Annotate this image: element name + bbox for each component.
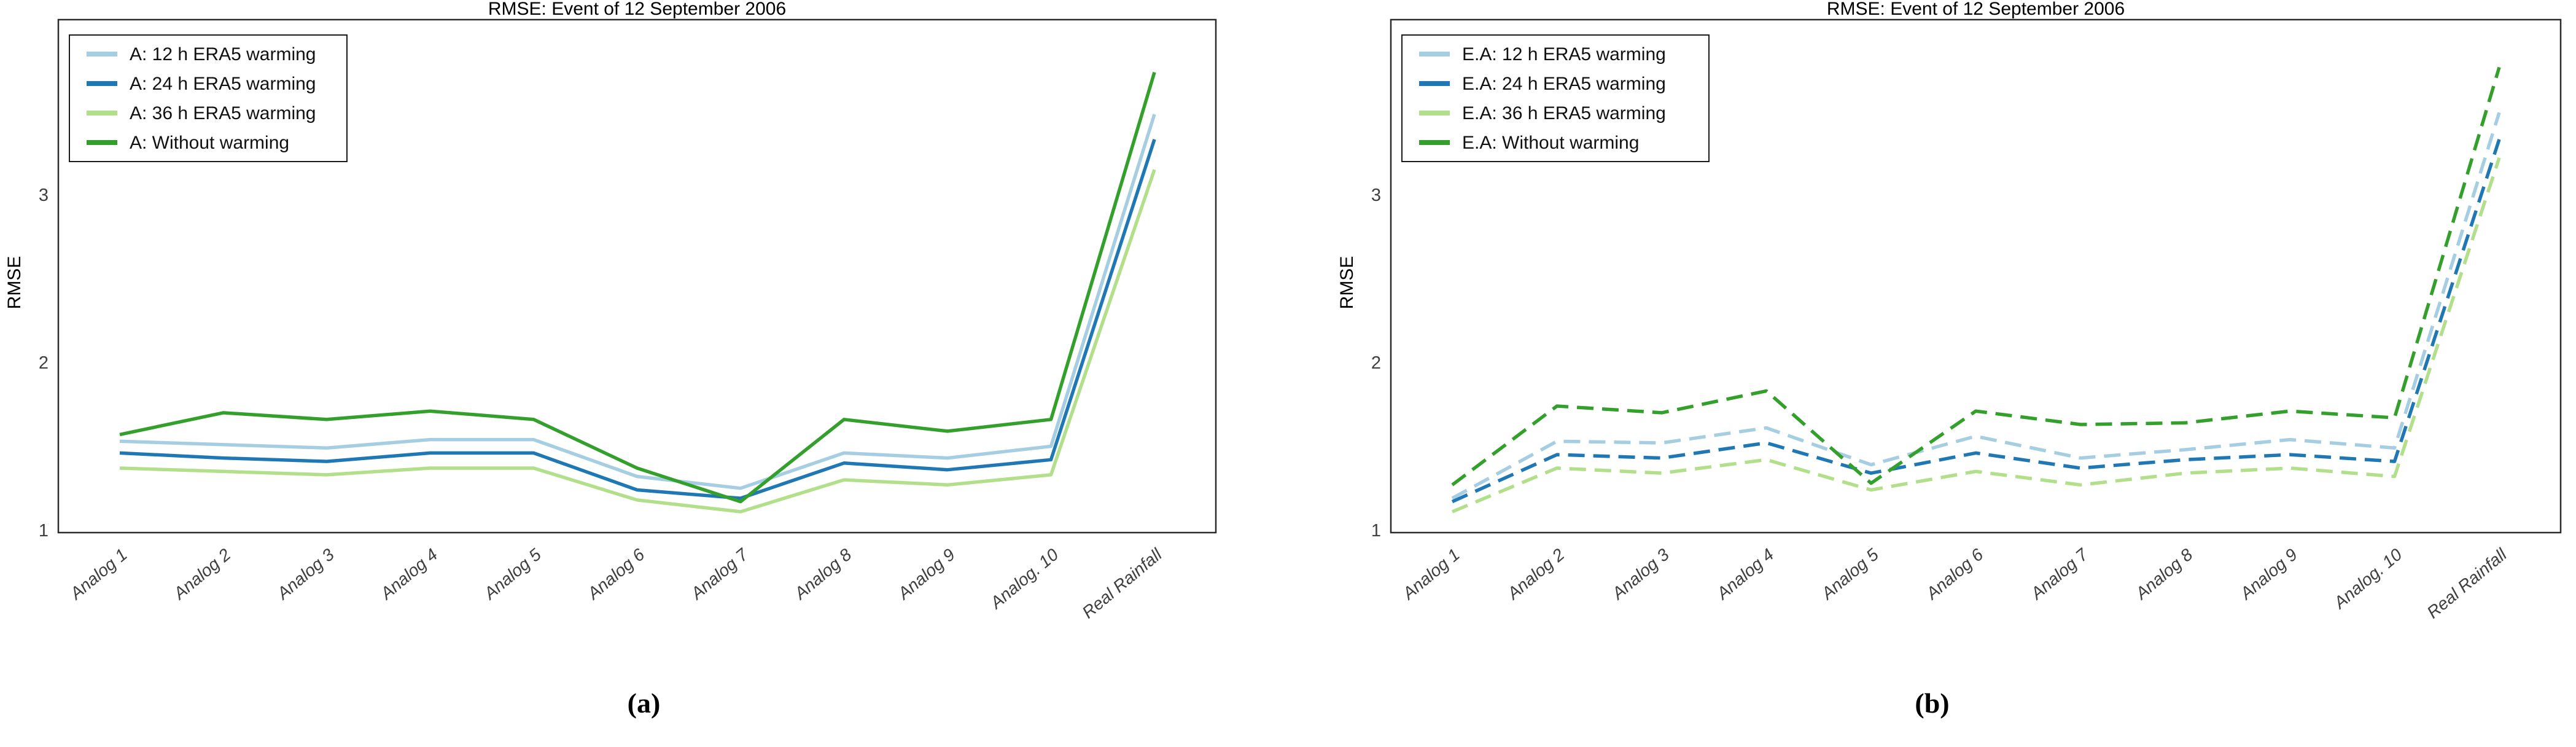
series-line-1 xyxy=(119,139,1156,500)
plot-frame xyxy=(57,18,1217,534)
x-tick-label: Analog 5 xyxy=(1817,545,1882,604)
series-line-1 xyxy=(1451,139,2501,504)
y-axis-label: RMSE xyxy=(1337,256,1357,310)
legend-label: E.A: 12 h ERA5 warming xyxy=(1462,44,1666,65)
x-tick-label: Analog 4 xyxy=(1712,545,1777,604)
legend-label: A: 12 h ERA5 warming xyxy=(130,44,316,65)
x-tick-label: Analog 9 xyxy=(2236,545,2301,604)
y-tick-label: 3 xyxy=(39,186,49,205)
y-tick-label: 3 xyxy=(1371,186,1381,205)
legend-label: E.A: 36 h ERA5 warming xyxy=(1462,103,1666,123)
x-tick-label: Analog 1 xyxy=(66,545,131,604)
x-tick-label: Analog 6 xyxy=(583,545,648,604)
x-tick-label: Analog 4 xyxy=(376,545,441,604)
x-tick-label: Analog 7 xyxy=(2026,544,2092,604)
x-tick-label: Analog. 10 xyxy=(2329,545,2405,613)
chart-b-svg: RMSE: Event of 12 September 2006 RMSE 1 2 3 A… xyxy=(1337,0,2562,622)
plot-frame xyxy=(1390,18,2562,534)
series-line-0 xyxy=(1451,112,2501,500)
x-tick-label: Analog 1 xyxy=(1398,545,1463,604)
y-axis-label: RMSE xyxy=(4,256,25,310)
series-line-2 xyxy=(1451,157,2501,514)
chart-title: RMSE: Event of 12 September 2006 xyxy=(488,0,786,19)
x-tick-label: Analog 7 xyxy=(687,544,752,604)
y-tick-label: 1 xyxy=(1371,521,1381,541)
x-tick-label: Analog 3 xyxy=(273,545,338,604)
x-tick-label: Analog. 10 xyxy=(986,545,1062,613)
x-tick-label: Analog 2 xyxy=(169,545,234,604)
x-tick-label: Real Rainfall xyxy=(2423,544,2510,622)
legend-box xyxy=(1401,34,1710,162)
x-tick-label: Analog 9 xyxy=(893,545,959,604)
x-tick-label: Analog 3 xyxy=(1608,545,1673,604)
x-tick-label: Real Rainfall xyxy=(1078,544,1165,622)
series-line-3 xyxy=(1451,66,2501,487)
legend-label: E.A: Without warming xyxy=(1462,133,1639,153)
series-line-2 xyxy=(119,169,1156,514)
x-tick-label: Analog 2 xyxy=(1503,545,1568,604)
chart-title: RMSE: Event of 12 September 2006 xyxy=(1827,0,2125,19)
subfigure-caption-a: (a) xyxy=(627,687,661,719)
chart-panel-a: RMSE: Event of 12 September 2006 RMSE 1 2 3 A… xyxy=(0,0,1288,639)
y-tick-label: 2 xyxy=(1371,353,1381,373)
y-tick-label: 1 xyxy=(39,521,49,541)
y-tick-label: 2 xyxy=(39,353,49,373)
series-line-3 xyxy=(119,71,1156,504)
legend-label: A: 36 h ERA5 warming xyxy=(130,103,316,123)
legend-label: E.A: 24 h ERA5 warming xyxy=(1462,74,1666,94)
chart-panel-b: RMSE: Event of 12 September 2006 RMSE 1 2 3 A… xyxy=(1288,0,2576,639)
x-tick-label: Analog 8 xyxy=(790,545,855,604)
x-tick-label: Analog 8 xyxy=(2131,545,2196,604)
series-line-0 xyxy=(119,114,1156,490)
subfigure-caption-b: (b) xyxy=(1915,687,1950,719)
x-tick-label: Analog 5 xyxy=(480,545,545,604)
legend-label: A: 24 h ERA5 warming xyxy=(130,74,316,94)
x-tick-label: Analog 6 xyxy=(1921,545,1986,604)
chart-a-svg: RMSE: Event of 12 September 2006 RMSE 1 2 3 A… xyxy=(4,0,1217,622)
legend-label: A: Without warming xyxy=(130,133,289,153)
